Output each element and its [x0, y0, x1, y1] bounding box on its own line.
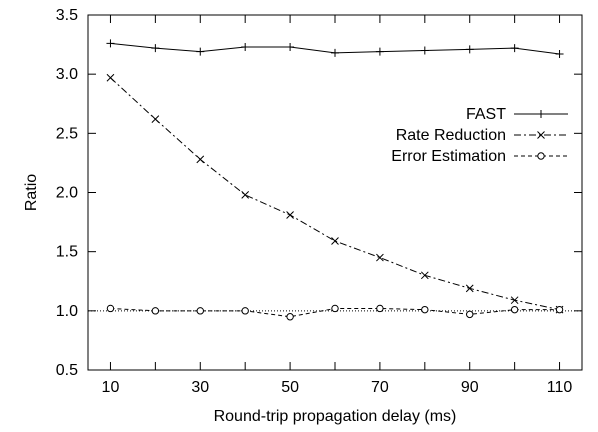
- data-point-fast: [465, 45, 474, 54]
- data-point-error-estimation: [421, 305, 429, 314]
- legend-marker: [537, 152, 545, 160]
- data-point-fast: [196, 47, 205, 56]
- data-point-rate-reduction: [510, 296, 519, 305]
- data-point-fast: [510, 44, 519, 53]
- y-tick-label: 2.0: [56, 185, 78, 202]
- data-point-fast: [241, 42, 250, 51]
- y-tick-label: 1.5: [56, 244, 78, 261]
- x-tick-label: 10: [102, 379, 120, 396]
- x-tick-label: 90: [461, 379, 479, 396]
- data-point-rate-reduction: [106, 73, 115, 82]
- data-point-fast: [420, 46, 429, 55]
- data-point-fast: [331, 48, 339, 57]
- y-tick-label: 3.0: [56, 66, 78, 83]
- data-point-error-estimation: [466, 310, 474, 319]
- data-point-error-estimation: [510, 305, 519, 314]
- data-point-error-estimation: [555, 305, 564, 314]
- data-point-rate-reduction: [331, 237, 339, 245]
- y-axis-title: Ratio: [23, 174, 40, 211]
- data-point-fast: [375, 47, 384, 56]
- legend-label: Error Estimation: [391, 148, 506, 165]
- legend-marker: [537, 110, 545, 118]
- legend-marker: [537, 131, 545, 139]
- x-tick-label: 110: [547, 379, 573, 396]
- data-point-fast: [555, 50, 564, 59]
- y-tick-label: 1.0: [56, 303, 78, 320]
- data-point-rate-reduction: [465, 284, 474, 293]
- data-point-rate-reduction: [241, 191, 250, 199]
- data-point-error-estimation: [331, 304, 339, 313]
- plot-frame: [87, 14, 583, 371]
- data-point-rate-reduction: [376, 253, 384, 262]
- legend-label: FAST: [466, 106, 506, 123]
- x-tick-label: 70: [371, 379, 389, 396]
- data-point-error-estimation: [106, 304, 115, 313]
- legend-label: Rate Reduction: [396, 127, 506, 144]
- data-point-fast: [151, 44, 160, 53]
- data-point-fast: [286, 42, 295, 51]
- data-point-rate-reduction: [151, 115, 160, 123]
- data-point-error-estimation: [196, 307, 204, 315]
- data-point-rate-reduction: [196, 155, 205, 164]
- data-point-error-estimation: [286, 313, 294, 321]
- x-tick-label: 50: [281, 379, 299, 396]
- x-axis-title: Round-trip propagation delay (ms): [214, 408, 457, 425]
- data-point-error-estimation: [376, 304, 384, 313]
- y-tick-label: 0.5: [56, 362, 78, 379]
- y-tick-label: 3.5: [56, 7, 78, 24]
- data-point-fast: [106, 39, 115, 48]
- x-tick-label: 30: [191, 379, 209, 396]
- y-tick-label: 2.5: [56, 125, 78, 142]
- data-point-rate-reduction: [286, 211, 294, 219]
- series-line-rate-reduction: [110, 77, 560, 311]
- data-point-rate-reduction: [420, 271, 429, 280]
- data-point-error-estimation: [151, 307, 160, 315]
- data-point-error-estimation: [241, 307, 249, 315]
